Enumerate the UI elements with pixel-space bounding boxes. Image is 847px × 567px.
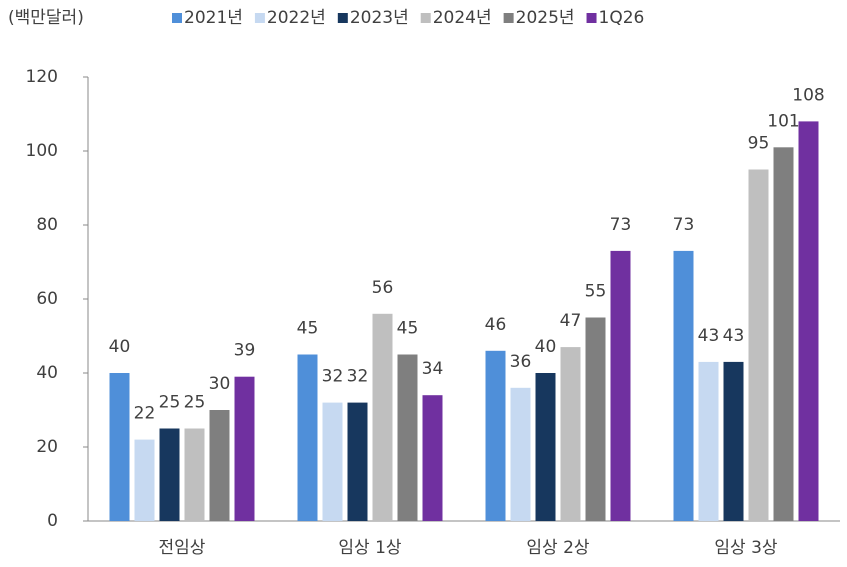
data-label: 30 — [209, 374, 231, 394]
data-label: 34 — [422, 359, 444, 379]
x-tick-label: 임상 2상 — [526, 538, 589, 558]
bar — [748, 169, 769, 521]
y-tick-label: 0 — [47, 511, 58, 531]
data-label: 36 — [510, 352, 532, 372]
unit-label: (백만달러) — [8, 8, 84, 28]
bar — [610, 250, 631, 521]
data-label: 40 — [109, 337, 131, 357]
y-tick-label: 60 — [36, 289, 58, 309]
bar — [209, 410, 230, 521]
x-tick-label: 전임상 — [159, 538, 206, 558]
bar — [134, 439, 155, 521]
data-label: 43 — [698, 326, 720, 346]
x-tick-label: 임상 3상 — [714, 538, 777, 558]
bar — [485, 350, 506, 521]
bar — [773, 147, 794, 522]
legend-label: 2024년 — [433, 8, 492, 28]
legend-swatch — [503, 13, 514, 23]
bar — [347, 402, 368, 521]
data-label: 46 — [485, 315, 507, 335]
legend-swatch — [586, 13, 597, 23]
y-tick-label: 20 — [36, 437, 58, 457]
bar — [673, 250, 694, 521]
bar — [184, 428, 205, 521]
data-label: 47 — [560, 311, 582, 331]
bar — [535, 373, 556, 521]
bar — [510, 387, 531, 521]
legend-label: 2023년 — [350, 8, 409, 28]
bar — [397, 354, 418, 521]
bar — [372, 313, 393, 521]
data-label: 32 — [322, 367, 344, 387]
legend-swatch — [337, 13, 348, 23]
bar — [560, 347, 581, 521]
data-label: 25 — [184, 393, 206, 413]
data-label: 73 — [673, 215, 695, 235]
data-label: 40 — [535, 337, 557, 357]
data-label: 101 — [767, 111, 799, 131]
bar — [798, 121, 819, 522]
bar — [234, 376, 255, 521]
data-label: 22 — [134, 404, 156, 424]
data-label: 73 — [610, 215, 632, 235]
data-label: 39 — [234, 341, 256, 361]
legend-swatch — [254, 13, 265, 23]
data-label: 108 — [792, 85, 824, 105]
y-tick-label: 40 — [36, 363, 58, 383]
legend-swatch — [420, 13, 431, 23]
bar — [159, 428, 180, 521]
bar — [723, 361, 744, 521]
bar — [422, 395, 443, 521]
y-tick-label: 120 — [26, 67, 58, 87]
legend-label: 2025년 — [516, 8, 575, 28]
legend-label: 1Q26 — [599, 8, 645, 28]
data-label: 45 — [297, 319, 319, 339]
data-label: 56 — [372, 278, 394, 298]
bar — [698, 361, 719, 521]
legend-label: 2022년 — [267, 8, 326, 28]
data-label: 55 — [585, 282, 607, 302]
data-label: 45 — [397, 319, 419, 339]
bar — [109, 373, 130, 521]
data-label: 32 — [347, 367, 369, 387]
bar — [585, 317, 606, 521]
bar — [297, 354, 318, 521]
x-tick-label: 임상 1상 — [338, 538, 401, 558]
data-label: 25 — [159, 393, 181, 413]
y-tick-label: 100 — [26, 141, 58, 161]
legend-label: 2021년 — [184, 8, 243, 28]
data-label: 43 — [723, 326, 745, 346]
data-label: 95 — [748, 134, 770, 154]
legend-swatch — [172, 13, 182, 23]
bar — [322, 402, 343, 521]
y-tick-label: 80 — [36, 215, 58, 235]
